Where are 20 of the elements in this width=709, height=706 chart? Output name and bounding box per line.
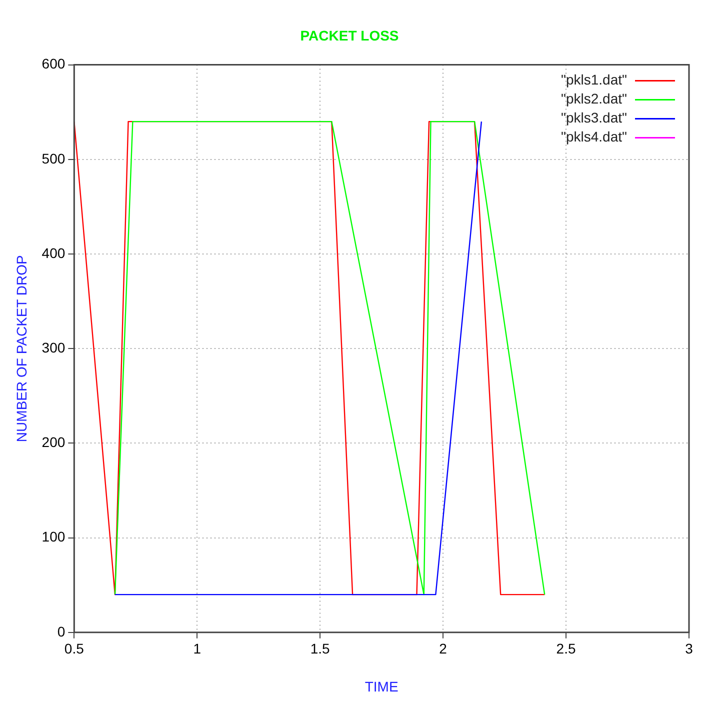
y-tick-label: 500 <box>42 150 66 166</box>
y-tick-label: 400 <box>42 244 66 261</box>
y-tick-label: 200 <box>42 434 66 450</box>
x-tick-label: 1.5 <box>310 640 330 657</box>
x-axis-title: TIME <box>364 678 398 694</box>
legend-label: "pkls1.dat" <box>561 72 628 88</box>
y-tick-label: 300 <box>42 339 66 356</box>
x-tick-label: 2.5 <box>556 640 576 657</box>
legend-label: "pkls3.dat" <box>561 110 628 126</box>
legend-label: "pkls4.dat" <box>561 128 628 145</box>
y-axis-title: NUMBER OF PACKET DROP <box>13 255 30 442</box>
y-tick-label: 100 <box>42 528 66 545</box>
x-tick-label: 2 <box>439 640 448 657</box>
chart-title: PACKET LOSS <box>300 27 399 44</box>
y-tick-label: 600 <box>42 56 66 72</box>
y-tick-label: 0 <box>57 623 66 640</box>
x-tick-label: 0.5 <box>64 640 84 657</box>
x-tick-label: 1 <box>193 640 202 657</box>
x-tick-label: 3 <box>685 640 694 657</box>
legend-label: "pkls2.dat" <box>561 90 628 107</box>
